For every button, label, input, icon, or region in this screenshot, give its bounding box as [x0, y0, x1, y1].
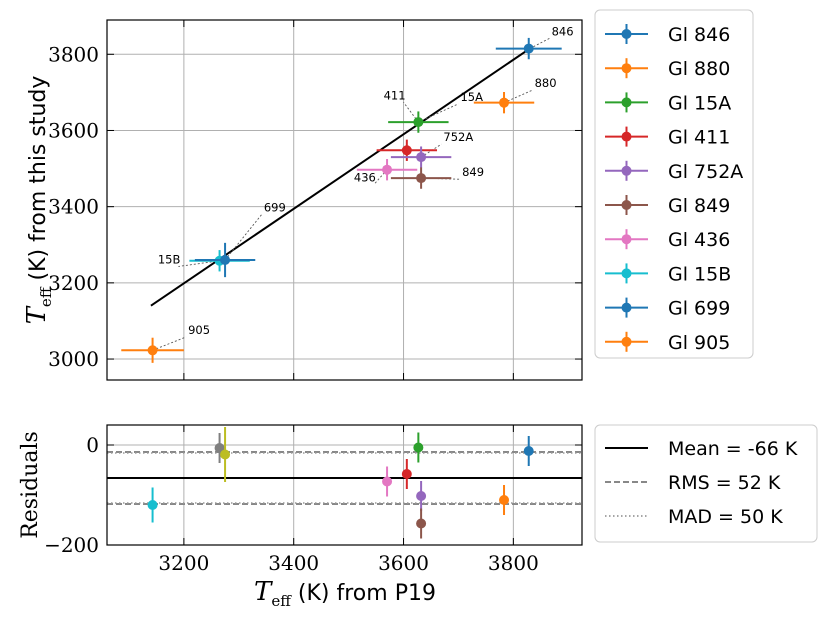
annotation-leader	[152, 336, 187, 351]
annotation-leader	[503, 89, 533, 104]
annotation-label: 849	[462, 165, 484, 179]
residual-panel: 3200 3400 3600 3800 0 −200 Residuals Teff (K)…	[18, 424, 583, 610]
residual-grid	[107, 425, 582, 546]
legend-label: Gl 849	[668, 195, 730, 217]
annotation-leader	[373, 169, 388, 185]
annotation-leader	[418, 103, 459, 123]
y-tick-label: 0	[86, 433, 99, 457]
data-point	[499, 97, 510, 108]
annotation-label: 15A	[460, 90, 483, 104]
residual-ylabel: Residuals	[18, 431, 43, 539]
residual-lines	[107, 451, 582, 505]
data-point	[382, 164, 393, 175]
x-tick-label: 3400	[268, 551, 319, 575]
data-point	[416, 152, 427, 163]
legend-marker	[621, 200, 632, 210]
annotation-leader	[224, 214, 263, 261]
main-ticks: 3000 3200 3400 3600 3800	[48, 20, 582, 380]
annotation-label: 699	[264, 200, 286, 214]
legend-marker	[621, 234, 632, 245]
residual-point	[382, 476, 393, 487]
y-tick-label: 3800	[48, 42, 99, 66]
annotation-label: 846	[552, 24, 574, 38]
residual-ticks: 3200 3400 3600 3800 0 −200	[44, 425, 582, 575]
legend-label: Gl 846	[668, 24, 730, 46]
legend-marker	[621, 302, 632, 313]
legend-label: Gl 905	[668, 332, 730, 354]
y-tick-label: 3400	[48, 195, 99, 219]
main-legend: Gl 846 Gl 880 Gl 15A Gl 411 Gl 752A Gl 849 Gl …	[594, 9, 754, 359]
annotations: 846 880 15A 411 752A 849 436 699 15B 905	[152, 24, 574, 351]
legend-label: Gl 15B	[668, 263, 731, 285]
legend-marker	[621, 63, 632, 74]
annotation-label: 752A	[443, 130, 473, 144]
legend-label: Mean = -66 K	[668, 438, 798, 460]
residual-point	[523, 446, 534, 456]
y-tick-label: 3000	[48, 347, 99, 371]
data-point	[147, 345, 158, 356]
residual-point	[220, 449, 231, 460]
legend-label: Gl 436	[668, 229, 730, 251]
residual-point	[499, 495, 510, 505]
legend-marker	[621, 336, 632, 347]
legend-label: RMS = 52 K	[668, 472, 781, 494]
residual-points	[147, 427, 534, 539]
main-frame	[106, 19, 583, 381]
x-tick-label: 3800	[488, 551, 539, 575]
annotation-leader	[421, 177, 461, 180]
y-tick-label: 3200	[48, 271, 99, 295]
xlabel: Teff (K) from P19	[254, 577, 436, 610]
data-points	[121, 37, 562, 363]
legend-marker	[621, 97, 632, 108]
residual-frame	[106, 424, 583, 546]
annotation-label: 411	[384, 88, 406, 102]
residual-legend: Mean = -66 K RMS = 52 K MAD = 50 K	[594, 424, 818, 543]
legend-marker	[621, 268, 632, 279]
annotation-label: 905	[188, 323, 210, 337]
fit-line	[150, 47, 531, 307]
annotation-label: 436	[354, 171, 376, 185]
residual-point	[413, 442, 424, 453]
legend-marker	[621, 131, 632, 142]
residual-point	[147, 500, 158, 510]
annotation-label: 15B	[158, 252, 181, 266]
legend-marker	[621, 29, 632, 39]
fit-line-segment	[150, 47, 531, 307]
data-point	[523, 43, 534, 54]
legend-label: Gl 699	[668, 298, 730, 320]
residual-point	[416, 518, 427, 529]
x-tick-label: 3200	[158, 551, 209, 575]
residual-point	[401, 469, 412, 479]
legend-label: Gl 15A	[668, 92, 731, 114]
annotation-label: 880	[535, 76, 557, 90]
y-tick-label: −200	[44, 533, 99, 557]
main-panel: 846 880 15A 411 752A 849 436 699 15B 905 3000 3200…	[22, 19, 583, 381]
legend-label: MAD = 50 K	[668, 506, 783, 528]
data-point	[413, 117, 424, 128]
annotation-leader	[178, 260, 220, 267]
data-point	[401, 145, 412, 156]
main-ylabel: Teff (K) from this study	[22, 76, 55, 325]
main-grid	[107, 20, 582, 380]
legend-label: Gl 411	[668, 127, 730, 149]
data-point	[220, 255, 231, 265]
data-point	[416, 173, 427, 184]
legend-label: Gl 752A	[668, 161, 743, 183]
residual-point	[416, 491, 427, 501]
x-tick-label: 3600	[378, 551, 429, 575]
y-tick-label: 3600	[48, 118, 99, 142]
legend-marker	[621, 165, 632, 176]
legend-label: Gl 880	[668, 58, 730, 80]
